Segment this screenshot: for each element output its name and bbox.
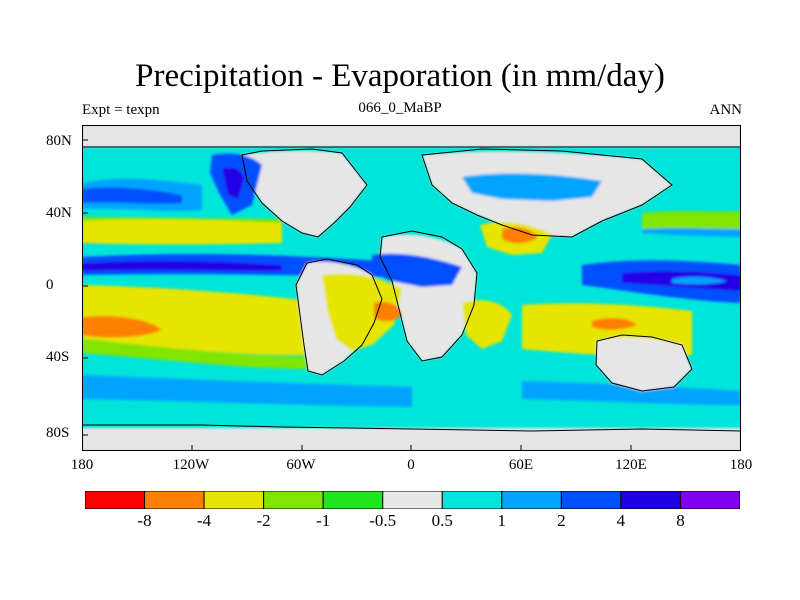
north-america (242, 150, 367, 237)
s-pacific-orange (82, 315, 162, 338)
lon-tick-60w: 60W (286, 457, 316, 473)
season-label: ANN (709, 102, 743, 118)
lon-tick-120w: 120W (172, 457, 210, 473)
s-ocean-band (82, 375, 412, 407)
colorbar-box (382, 491, 443, 509)
itcz-pacific-core (82, 260, 282, 271)
coastlines (82, 146, 741, 432)
colorbar-box (322, 491, 384, 509)
colorbar-label: -8 (137, 511, 152, 530)
lat-tick-40s: 40S (46, 349, 70, 365)
antarctic-region (82, 428, 741, 451)
nw-america-core (222, 167, 244, 199)
n-subtropic-pacific (82, 218, 282, 245)
colorbar-label: -1 (316, 511, 331, 530)
sa-orange (374, 301, 402, 322)
colorbar-box (203, 491, 265, 509)
experiment-label: Expt = texpn (82, 102, 160, 118)
colorbar-label: -0.5 (369, 511, 397, 530)
colorbar-label: 0.5 (431, 511, 453, 530)
lon-tick-180e: 180 (729, 457, 753, 473)
s-subtropic-pacific (82, 285, 312, 356)
australia (596, 337, 692, 391)
colorbar-box (501, 491, 562, 509)
colorbar-label: -4 (197, 511, 212, 530)
colorbar-label: 1 (497, 511, 507, 530)
n-subtropic-edge (82, 217, 282, 223)
axis-ticks (82, 139, 632, 451)
period-label: 066_0_MaBP (358, 100, 442, 116)
central-africa-blue (372, 253, 462, 287)
lon-tick-180w: 180 (70, 457, 94, 473)
colorbar-label: 8 (676, 511, 685, 530)
precip-evap-map (82, 125, 741, 451)
lat-tick-80n: 80N (46, 133, 72, 149)
lon-tick-0: 0 (407, 457, 415, 473)
mideast-orange (502, 227, 538, 244)
sa-yellow (322, 273, 402, 351)
colorbar (85, 491, 740, 509)
colorbar-label: 4 (616, 511, 626, 530)
lat-tick-40n: 40N (46, 205, 72, 221)
lon-tick-120e: 120E (615, 457, 647, 473)
nw-subtropic-green (642, 211, 741, 229)
lat-tick-eq: 0 (46, 277, 54, 293)
eurasia-blue (462, 173, 602, 201)
s-africa-yellow (462, 300, 512, 349)
colorbar-box (560, 491, 622, 509)
lat-tick-80s: 80S (46, 425, 70, 441)
colorbar-box (263, 491, 324, 509)
lon-tick-60e: 60E (508, 457, 534, 473)
colorbar-box (85, 491, 146, 509)
colorbar-box (441, 491, 503, 509)
colorbar-box (144, 491, 205, 509)
colorbar-box (620, 491, 681, 509)
s-indian-orange (592, 318, 637, 330)
colorbar-box (679, 491, 740, 509)
s-subtropic-edge (82, 339, 312, 369)
colorbar-label: 2 (557, 511, 566, 530)
n-pacific-core (82, 187, 182, 204)
map-title: Precipitation - Evaporation (in mm/day) (135, 58, 665, 94)
itcz-indo-inner (672, 276, 727, 285)
arctic-region (82, 125, 741, 147)
colorbar-label: -2 (256, 511, 271, 530)
s-indian-band (522, 381, 741, 405)
